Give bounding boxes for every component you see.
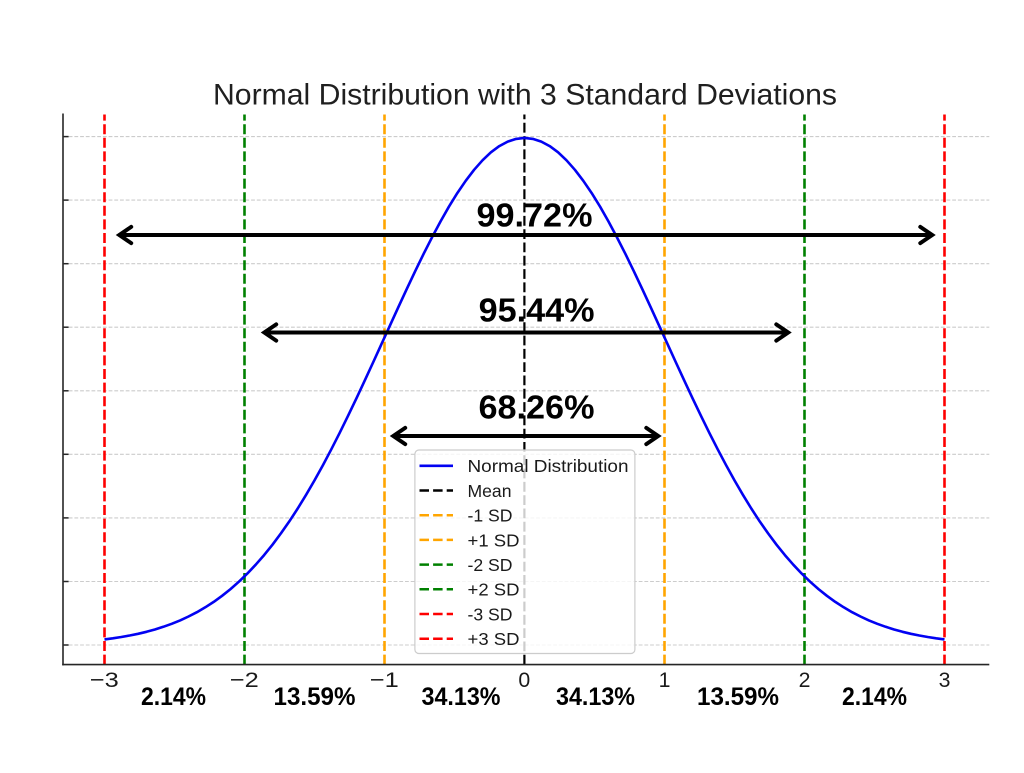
svg-text:34.13%: 34.13% [556, 683, 635, 711]
svg-text:Normal Distribution with 3 Sta: Normal Distribution with 3 Standard Devi… [213, 80, 837, 112]
svg-text:2.14%: 2.14% [842, 683, 907, 711]
svg-text:−3: −3 [90, 668, 119, 692]
svg-text:99.72%: 99.72% [477, 197, 593, 234]
svg-text:0: 0 [518, 668, 530, 692]
svg-text:2.14%: 2.14% [141, 683, 206, 711]
svg-text:+1 SD: +1 SD [468, 530, 520, 550]
svg-text:Normal Distribution: Normal Distribution [468, 456, 629, 476]
svg-text:13.59%: 13.59% [697, 683, 779, 711]
svg-text:3: 3 [939, 668, 951, 692]
svg-text:+3 SD: +3 SD [468, 629, 520, 649]
svg-text:−1: −1 [370, 668, 399, 692]
svg-text:1: 1 [659, 668, 671, 692]
svg-text:-3 SD: -3 SD [468, 604, 513, 624]
svg-text:13.59%: 13.59% [274, 683, 356, 711]
svg-text:2: 2 [799, 668, 811, 692]
svg-text:Mean: Mean [468, 481, 512, 501]
svg-text:68.26%: 68.26% [479, 389, 595, 426]
svg-text:95.44%: 95.44% [479, 292, 595, 329]
svg-text:−2: −2 [230, 668, 259, 692]
svg-text:-2 SD: -2 SD [468, 555, 513, 575]
svg-text:-1 SD: -1 SD [468, 506, 513, 526]
svg-text:34.13%: 34.13% [422, 683, 501, 711]
svg-text:+2 SD: +2 SD [468, 580, 520, 600]
